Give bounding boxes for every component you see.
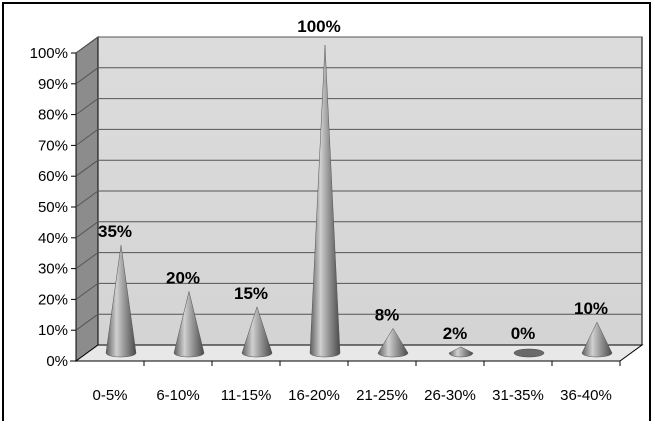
- x-tick-label: 6-10%: [156, 387, 199, 404]
- gridline-side: [75, 313, 99, 331]
- cone-26-30%: [448, 346, 474, 358]
- data-label-26-30%: 2%: [443, 324, 468, 343]
- data-label-0-5%: 35%: [98, 222, 132, 241]
- cone-36-40%: [581, 321, 613, 358]
- x-tick-label: 36-40%: [560, 387, 612, 404]
- gridline-side: [75, 282, 99, 300]
- gridline-side: [75, 67, 99, 85]
- y-tick-label: 80%: [38, 107, 68, 124]
- cone-6-10%: [173, 291, 205, 358]
- data-label-6-10%: 20%: [166, 268, 200, 287]
- y-tick-label: 30%: [38, 261, 68, 278]
- plot-walls: [70, 36, 644, 362]
- gridline-side: [75, 128, 99, 146]
- x-tick-label: 0-5%: [92, 387, 127, 404]
- data-label-36-40%: 10%: [574, 299, 608, 318]
- y-tick-label: 10%: [38, 322, 68, 339]
- x-tick-label: 26-30%: [424, 387, 476, 404]
- cone-16-20%: [309, 44, 341, 358]
- y-tick-label: 70%: [38, 137, 68, 154]
- data-label-21-25%: 8%: [375, 305, 400, 324]
- gridline-side: [75, 252, 99, 270]
- gridline-side: [75, 221, 99, 239]
- x-tick-label: 31-35%: [492, 387, 544, 404]
- y-tick-label: 50%: [38, 199, 68, 216]
- data-label-31-35%: 0%: [511, 324, 536, 343]
- gridline-side: [75, 98, 99, 116]
- cone-11-15%: [241, 305, 273, 358]
- data-label-11-15%: 15%: [234, 284, 268, 303]
- y-axis-ticks: 0% 10% 20% 30% 40% 50% 60% 70% 80% 90% 100%: [30, 45, 76, 370]
- y-tick-label: 0%: [46, 353, 68, 370]
- cone-31-35%: [513, 348, 545, 358]
- cones: [105, 44, 613, 358]
- x-tick-label: 11-15%: [221, 387, 272, 404]
- data-labels: 35% 20% 15% 100% 8% 2% 0% 10%: [98, 17, 608, 343]
- cone-0-5%: [105, 245, 137, 358]
- y-tick-label: 20%: [38, 291, 68, 308]
- cone-21-25%: [377, 327, 409, 358]
- data-label-16-20%: 100%: [297, 17, 340, 36]
- gridline-side: [75, 190, 99, 208]
- y-tick-label: 60%: [38, 168, 68, 185]
- gridline-side: [75, 36, 99, 54]
- floor: [74, 344, 644, 362]
- y-tick-label: 40%: [38, 230, 68, 247]
- x-tick-label: 16-20%: [288, 387, 340, 404]
- gridline-side: [75, 159, 99, 177]
- x-tick-label: 21-25%: [356, 387, 408, 404]
- y-tick-label: 100%: [30, 45, 68, 62]
- x-axis-ticks: 0-5% 6-10% 11-15% 16-20% 21-25% 26-30% 31-35% 3…: [92, 361, 621, 404]
- y-tick-label: 90%: [38, 76, 68, 93]
